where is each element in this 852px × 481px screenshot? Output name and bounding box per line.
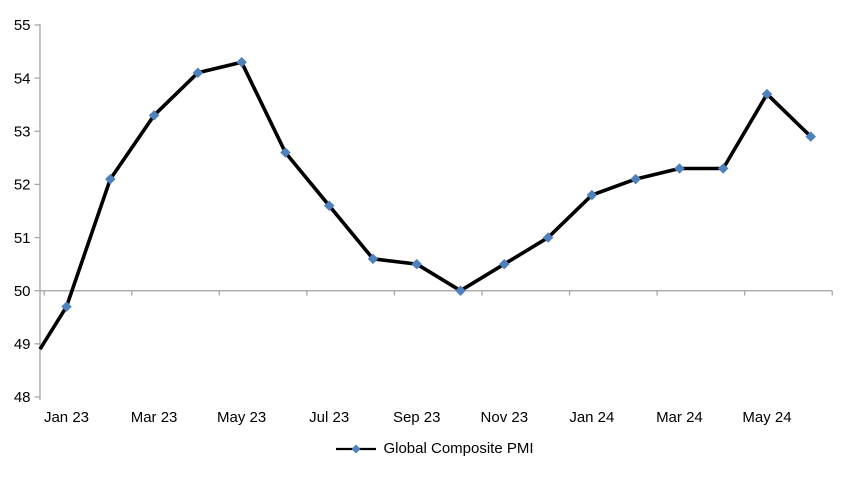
y-axis-label: 54 (14, 70, 31, 87)
data-point-marker (805, 131, 817, 142)
data-point-marker (236, 56, 247, 68)
x-axis-label: Mar 23 (131, 409, 178, 426)
x-axis-label: Mar 24 (656, 409, 703, 426)
data-point-marker (148, 109, 160, 121)
x-axis-label: May 23 (217, 409, 266, 426)
chart-legend: Global Composite PMI (9, 440, 852, 457)
data-point-marker (586, 189, 598, 201)
legend-series-key (336, 444, 377, 453)
data-point-marker (61, 301, 72, 313)
data-point-marker (542, 232, 554, 243)
legend-series-label: Global Composite PMI (383, 440, 534, 457)
data-point-marker (411, 258, 423, 270)
x-axis-label: Sep 23 (393, 409, 441, 426)
y-axis-label: 50 (14, 283, 31, 300)
legend-diamond-icon (351, 444, 361, 453)
pmi-series-line (38, 60, 813, 351)
data-point-marker (630, 173, 641, 185)
data-point-marker (280, 147, 291, 158)
x-axis-label: Nov 23 (481, 409, 529, 426)
data-point-marker (674, 163, 685, 174)
data-point-marker (323, 200, 335, 212)
y-axis-label: 53 (14, 123, 31, 140)
data-point-marker (717, 163, 729, 174)
x-axis-label: Jan 23 (44, 409, 89, 426)
y-axis-label: 51 (14, 230, 31, 247)
y-axis-label: 48 (14, 389, 31, 406)
data-point-marker (367, 253, 379, 265)
data-point-marker (455, 285, 466, 297)
y-axis-label: 52 (14, 177, 31, 194)
data-point-marker (192, 67, 204, 79)
x-axis-label: Jan 24 (569, 409, 614, 426)
x-axis-label: May 24 (742, 409, 791, 426)
y-axis-label: 55 (14, 17, 31, 34)
data-point-marker (761, 88, 773, 100)
y-axis-label: 49 (14, 336, 31, 353)
data-point-marker (104, 173, 116, 185)
data-point-marker (498, 258, 510, 270)
x-axis-label: Jul 23 (309, 409, 349, 426)
